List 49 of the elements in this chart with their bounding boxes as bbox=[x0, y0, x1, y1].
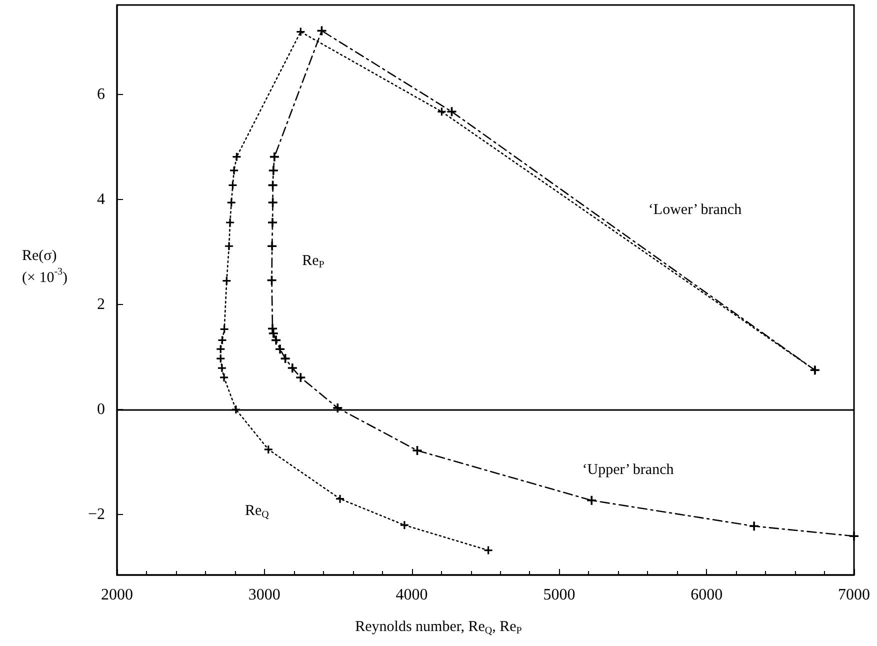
point bbox=[268, 218, 278, 227]
point bbox=[400, 521, 408, 530]
point bbox=[218, 336, 226, 344]
point bbox=[587, 496, 596, 505]
x-tick-label: 5000 bbox=[543, 586, 576, 604]
point bbox=[268, 166, 278, 175]
point bbox=[216, 345, 225, 354]
point bbox=[225, 242, 234, 250]
point bbox=[230, 166, 238, 174]
point bbox=[296, 28, 305, 36]
y-tick-label: 0 bbox=[97, 401, 105, 418]
point bbox=[272, 336, 281, 345]
x-tick-label: 4000 bbox=[396, 586, 428, 604]
point bbox=[438, 108, 446, 116]
point bbox=[222, 276, 231, 285]
point bbox=[750, 522, 759, 531]
point bbox=[276, 344, 285, 354]
x-tick-label: 7000 bbox=[838, 586, 870, 604]
point bbox=[333, 403, 342, 412]
y-tick-label: 6 bbox=[97, 86, 105, 103]
point bbox=[270, 152, 279, 162]
point bbox=[447, 107, 456, 116]
point bbox=[227, 198, 236, 207]
point bbox=[336, 494, 344, 503]
point bbox=[220, 373, 228, 382]
point bbox=[296, 372, 306, 382]
y-tick-label: −2 bbox=[88, 506, 105, 524]
point bbox=[280, 354, 290, 364]
point bbox=[216, 354, 225, 363]
x-tick-label: 2000 bbox=[101, 586, 133, 604]
point bbox=[850, 532, 858, 541]
point bbox=[268, 198, 278, 208]
point bbox=[288, 364, 297, 373]
annotation: ‘Upper’ branch bbox=[582, 462, 674, 478]
point bbox=[484, 546, 492, 554]
y-tick-label: 4 bbox=[97, 190, 105, 208]
point bbox=[232, 152, 241, 161]
point bbox=[264, 445, 272, 454]
point bbox=[268, 324, 278, 334]
annotation: ‘Lower’ branch bbox=[648, 202, 742, 218]
x-tick-label: 3000 bbox=[248, 586, 280, 604]
point bbox=[218, 364, 226, 372]
point bbox=[226, 218, 234, 226]
x-tick-label: 6000 bbox=[690, 586, 723, 604]
point bbox=[220, 325, 228, 334]
point bbox=[228, 181, 237, 190]
y-tick-label: 2 bbox=[97, 296, 105, 313]
point bbox=[268, 242, 277, 251]
point bbox=[412, 446, 422, 455]
